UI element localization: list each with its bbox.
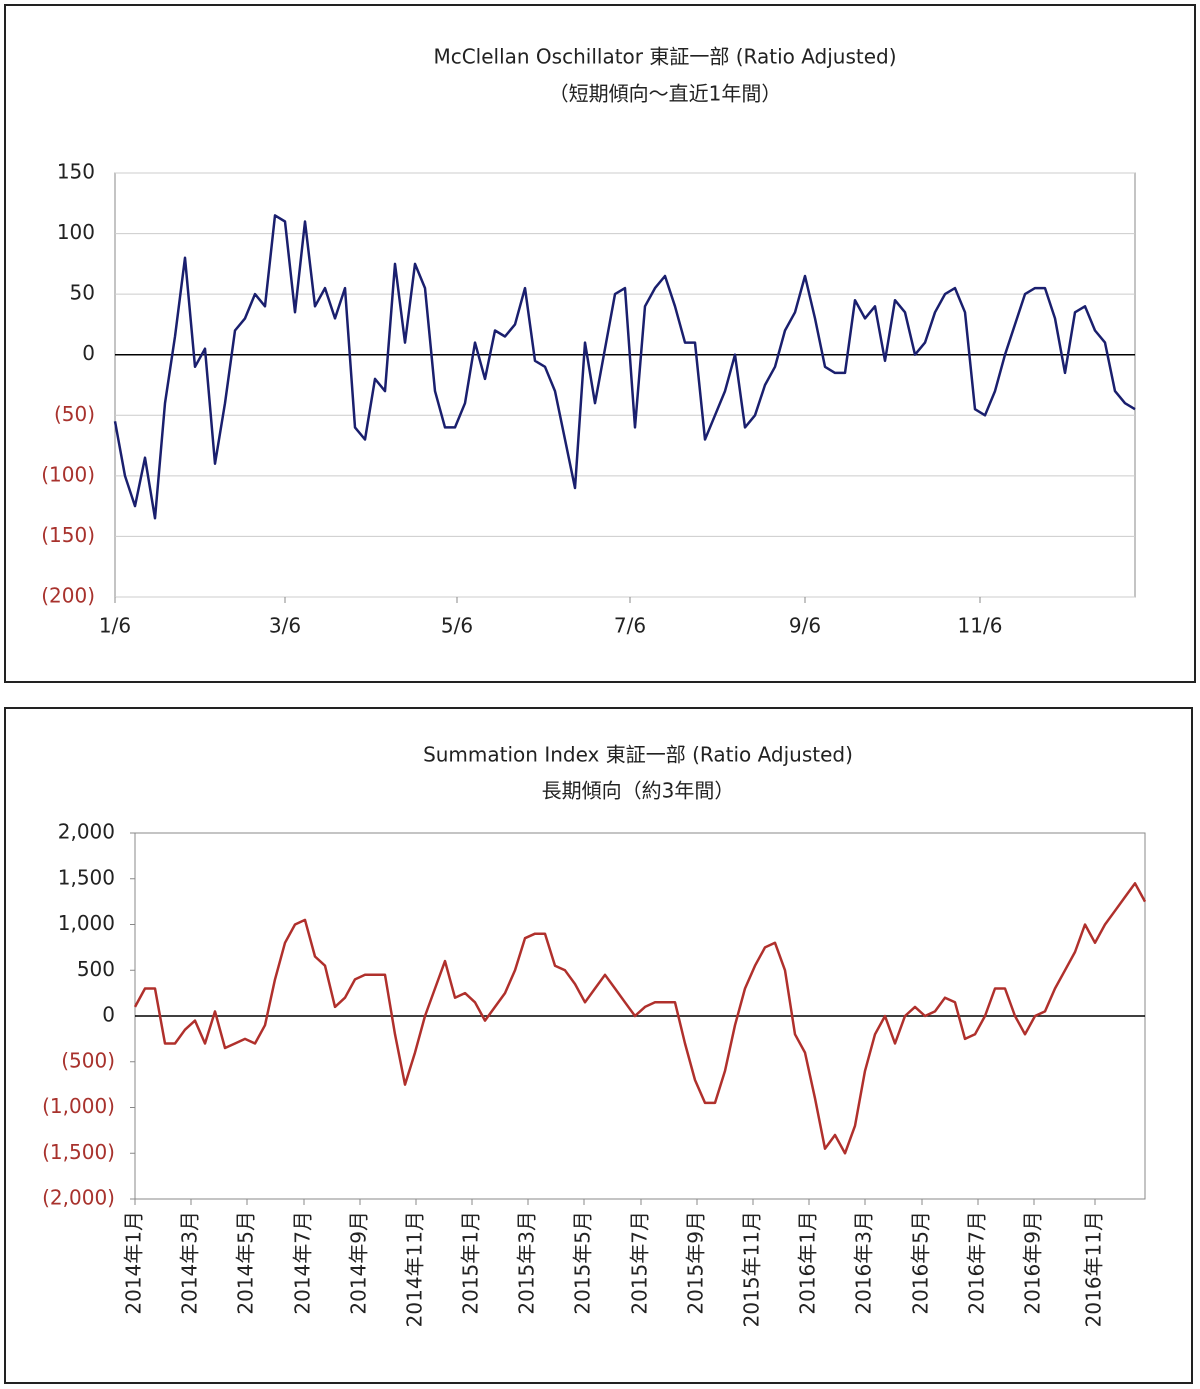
y-tick-label: (200) (41, 584, 95, 608)
x-tick-label: 2014年11月 (403, 1211, 427, 1327)
y-tick-label: 1,500 (58, 865, 115, 889)
x-tick-label: 1/6 (99, 614, 131, 638)
y-tick-label: (50) (54, 402, 95, 426)
x-tick-label: 2016年7月 (965, 1211, 989, 1315)
x-tick-label: 2015年7月 (628, 1211, 652, 1315)
y-tick-label: 50 (70, 281, 95, 305)
y-tick-label: 0 (102, 1003, 115, 1027)
line (133, 882, 1147, 1155)
x-tick-label: 3/6 (269, 614, 301, 638)
frame (4, 707, 1193, 1384)
x-tick-label: 2016年11月 (1082, 1211, 1106, 1327)
chart-title: McClellan Oschillator 東証一部 (Ratio Adjust… (433, 45, 896, 69)
x-tick-label: 2015年11月 (740, 1211, 764, 1327)
x-tick-label: 11/6 (958, 614, 1003, 638)
y-tick-label: 1,000 (58, 911, 115, 935)
x-tick-label: 2015年5月 (571, 1211, 595, 1315)
x-tick-label: 2016年1月 (796, 1211, 820, 1315)
y-tick-label: (1,000) (42, 1094, 115, 1118)
x-tick-label: 2015年3月 (515, 1211, 539, 1315)
x-tick-label: 2014年5月 (234, 1211, 258, 1315)
y-tick-label: (1,500) (42, 1140, 115, 1164)
x-tick-label: 2014年7月 (291, 1211, 315, 1315)
y-tick-label: (150) (41, 523, 95, 547)
x-tick-label: 2016年9月 (1021, 1211, 1045, 1315)
y-tick-label: (2,000) (42, 1186, 115, 1210)
x-tick-label: 2015年9月 (684, 1211, 708, 1315)
x-tick-label: 2016年3月 (852, 1211, 876, 1315)
line (113, 214, 1136, 520)
chart-subtitle: （短期傾向～直近1年間） (549, 82, 782, 106)
x-tick-label: 2014年3月 (178, 1211, 202, 1315)
y-tick-label: 100 (57, 220, 95, 244)
y-tick-label: (100) (41, 462, 95, 486)
plot-area (114, 172, 1136, 598)
chart-title: Summation Index 東証一部 (Ratio Adjusted) (423, 743, 853, 767)
x-tick-label: 7/6 (614, 614, 646, 638)
frame (4, 4, 1196, 683)
y-tick-label: 0 (82, 341, 95, 365)
x-tick-label: 2015年1月 (459, 1211, 483, 1315)
x-tick-label: 5/6 (441, 614, 473, 638)
chart-subtitle: 長期傾向（約3年間） (542, 779, 735, 803)
x-tick-label: 2014年9月 (347, 1211, 371, 1315)
y-tick-label: (500) (61, 1048, 115, 1072)
x-tick-label: 2014年1月 (122, 1211, 146, 1315)
x-tick-label: 9/6 (789, 614, 821, 638)
y-tick-label: 2,000 (58, 820, 115, 844)
y-tick-label: 500 (77, 957, 115, 981)
y-tick-label: 150 (57, 160, 95, 184)
x-tick-label: 2016年5月 (909, 1211, 933, 1315)
